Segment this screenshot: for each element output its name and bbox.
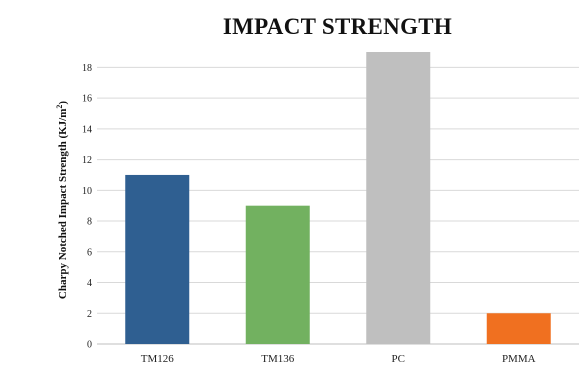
y-tick-label: 0 — [87, 340, 92, 351]
chart-title: IMPACT STRENGTH — [222, 14, 453, 39]
y-axis-label: Charpy Notched Impact Strength (KJ/m2) — [55, 101, 69, 299]
bars — [125, 52, 551, 344]
y-tick-label: 14 — [82, 124, 92, 135]
bar-tm126 — [125, 174, 190, 344]
category-labels: TM126 TM136 PC PMMA — [141, 353, 536, 365]
y-axis-label-superscript: 2 — [55, 105, 64, 109]
y-tick-label: 8 — [87, 217, 92, 228]
y-tick-label: 10 — [82, 186, 92, 197]
y-tick-label: 6 — [87, 247, 92, 258]
bar-tm136 — [245, 205, 310, 344]
x-category-label: TM126 — [141, 353, 175, 365]
x-category-label: PMMA — [502, 353, 536, 365]
y-tick-label: 2 — [87, 309, 92, 320]
y-tick-label: 18 — [82, 63, 92, 74]
y-tick-label: 16 — [82, 94, 92, 105]
y-tick-label: 12 — [82, 155, 92, 166]
y-tick-label: 4 — [87, 278, 92, 289]
bar-pmma — [486, 313, 551, 344]
y-axis: 0 2 4 6 8 10 12 14 16 18 — [82, 63, 92, 351]
bar-pc — [366, 52, 431, 344]
x-category-label: PC — [392, 353, 405, 365]
x-category-label: TM136 — [261, 353, 295, 365]
